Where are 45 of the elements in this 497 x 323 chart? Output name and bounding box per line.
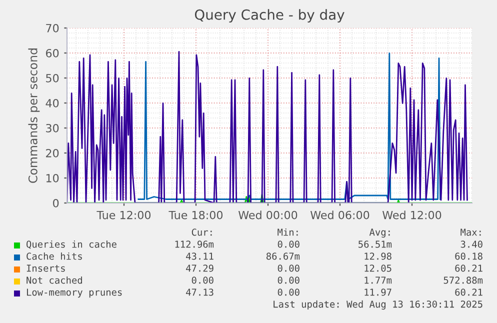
text: 43.11 xyxy=(186,252,214,260)
legend-label: Cache hits xyxy=(26,252,82,260)
x-tick-label: Wed 00:00 xyxy=(238,210,298,220)
text: 60.21 xyxy=(455,264,482,272)
x-tick-label: Wed 06:00 xyxy=(310,210,370,220)
text: 0.00 xyxy=(278,240,300,248)
y-tick-label: 30 xyxy=(46,124,59,132)
text: 12.98 xyxy=(364,252,392,260)
legend-label: Not cached xyxy=(26,276,82,284)
text: Min: xyxy=(278,228,298,236)
y-tick-label: 0 xyxy=(53,198,59,208)
x-tick-label: Tue 18:00 xyxy=(168,210,223,220)
text: 56.51m xyxy=(358,240,392,248)
y-tick-label: 20 xyxy=(46,148,59,158)
text: 0.00 xyxy=(278,288,300,296)
text: 1.77m xyxy=(364,276,392,284)
text: 12.05 xyxy=(364,264,392,272)
x-tick-label: Wed 12:00 xyxy=(382,210,442,220)
text: 112.96m xyxy=(175,240,214,248)
y-tick-label: 40 xyxy=(46,98,59,108)
text: 11.97 xyxy=(364,288,392,296)
chart-title: Query Cache - by day xyxy=(194,9,344,23)
text: 60.18 xyxy=(455,252,482,260)
text: 572.88m xyxy=(444,276,483,284)
text: Last update: Wed Aug 13 16:30:11 2025 xyxy=(274,300,482,310)
y-tick-label: 50 xyxy=(46,74,59,82)
legend-label: Inserts xyxy=(26,264,65,272)
legend-label: Low-memory prunes xyxy=(26,288,122,298)
y-tick-label: 10 xyxy=(46,174,59,182)
text: 0.00 xyxy=(278,276,300,284)
y-tick-label: 60 xyxy=(46,48,59,58)
text: Avg: xyxy=(369,228,390,238)
text: 3.40 xyxy=(460,240,482,248)
x-tick-label: Tue 12:00 xyxy=(96,210,151,220)
text: 47.13 xyxy=(186,288,214,296)
text: 0.00 xyxy=(192,276,214,284)
text: Cur: xyxy=(192,228,212,236)
text: 86.67m xyxy=(266,252,300,260)
text: 0.00 xyxy=(278,264,300,272)
legend-label: Queries in cache xyxy=(26,240,116,249)
text: 47.29 xyxy=(186,264,214,272)
y-axis-title: Commands per second xyxy=(28,48,40,183)
text: Max: xyxy=(460,228,481,236)
y-tick-label: 70 xyxy=(46,24,59,32)
text: 60.21 xyxy=(455,288,482,296)
